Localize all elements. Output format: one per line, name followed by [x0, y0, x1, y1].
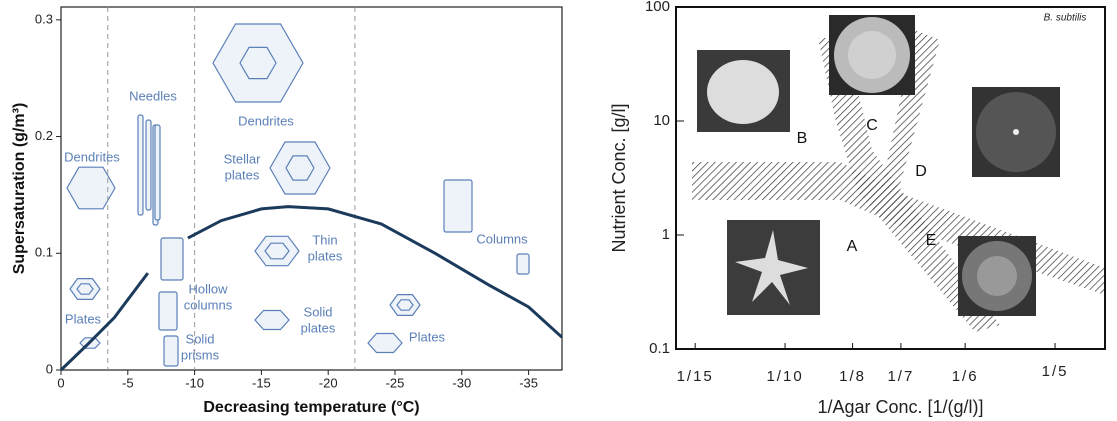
x-tick-label: -30 — [452, 375, 471, 390]
crystal-icon — [76, 283, 94, 295]
y-axis-label: Nutrient Conc. [g/l] — [609, 103, 629, 252]
crystal-icon — [160, 237, 184, 281]
y-tick-label: 0.2 — [35, 128, 53, 143]
x-tick-label: 1/6 — [952, 368, 979, 385]
x-axis-label: Decreasing temperature (°C) — [203, 399, 419, 416]
y-tick-label: 0.1 — [649, 340, 670, 357]
region-label: B — [797, 130, 808, 147]
crystal-icons — [66, 23, 530, 367]
crystal-label: Dendrites — [64, 149, 120, 164]
crystal-icon — [264, 242, 290, 260]
crystal-label: plates — [308, 248, 343, 263]
crystal-icon — [367, 332, 403, 354]
crystal-label: Dendrites — [238, 113, 294, 128]
x-tick-label: -15 — [252, 375, 271, 390]
y-tick-label: 0 — [46, 361, 53, 376]
crystal-label: plates — [225, 167, 260, 182]
crystal-label: Needles — [129, 88, 177, 103]
crystal-icon — [158, 291, 178, 331]
crystal-label: Columns — [476, 231, 528, 246]
x-tick-label: 1/5 — [1042, 363, 1069, 380]
x-tick-label: 1/7 — [887, 368, 914, 385]
crystal-icon — [396, 299, 414, 311]
region-label: A — [847, 238, 858, 255]
region-label: E — [926, 232, 937, 249]
crystal-label: Plates — [409, 329, 446, 344]
x-tick-label: 1/8 — [839, 368, 866, 385]
crystal-icon — [145, 119, 152, 211]
species-note: B. subtilis — [1044, 13, 1087, 24]
y-tick-label: 0.1 — [35, 245, 53, 260]
x-tick-label: 0 — [57, 375, 64, 390]
colony-images — [697, 15, 1060, 316]
crystal-label: Plates — [65, 311, 102, 326]
crystal-icon — [516, 253, 530, 275]
crystal-label: prisms — [181, 347, 220, 362]
crystal-label: plates — [301, 320, 336, 335]
crystal-label: columns — [184, 297, 233, 312]
crystal-icon — [443, 179, 473, 233]
data-line — [59, 205, 564, 372]
region-label: C — [866, 117, 878, 134]
crystal-icon — [254, 309, 290, 331]
plot-frame — [675, 6, 1106, 350]
x-tick-label: 1/10 — [766, 368, 803, 385]
x-tick-label: -25 — [386, 375, 405, 390]
y-tick-label: 0.3 — [35, 11, 53, 26]
crystal-icon — [285, 155, 315, 181]
x-axis-label: 1/Agar Conc. [1/(g/l)] — [817, 397, 983, 417]
y-tick-label: 100 — [645, 0, 670, 15]
crystal-label: Hollow — [188, 281, 228, 296]
crystal-icon — [66, 166, 116, 210]
crystal-label: Thin — [312, 232, 337, 247]
crystal-label: Stellar — [224, 151, 262, 166]
y-axis-label: Supersaturation (g/m³) — [11, 103, 28, 275]
crystal-icon — [137, 114, 144, 216]
y-tick-label: 1 — [662, 226, 670, 243]
crystal-label: Solid — [186, 331, 215, 346]
x-tick-label: -10 — [185, 375, 204, 390]
x-tick-label: -35 — [519, 375, 538, 390]
crystal-label: Solid — [304, 304, 333, 319]
crystal-icon — [154, 124, 161, 221]
x-tick-label: -20 — [319, 375, 338, 390]
x-tick-label: 1/15 — [677, 368, 714, 385]
y-tick-label: 10 — [653, 112, 670, 129]
x-tick-label: -5 — [122, 375, 134, 390]
crystal-icon — [163, 335, 179, 367]
crystal-icon — [239, 46, 277, 80]
region-label: D — [915, 163, 927, 180]
plot-frame — [60, 6, 563, 371]
